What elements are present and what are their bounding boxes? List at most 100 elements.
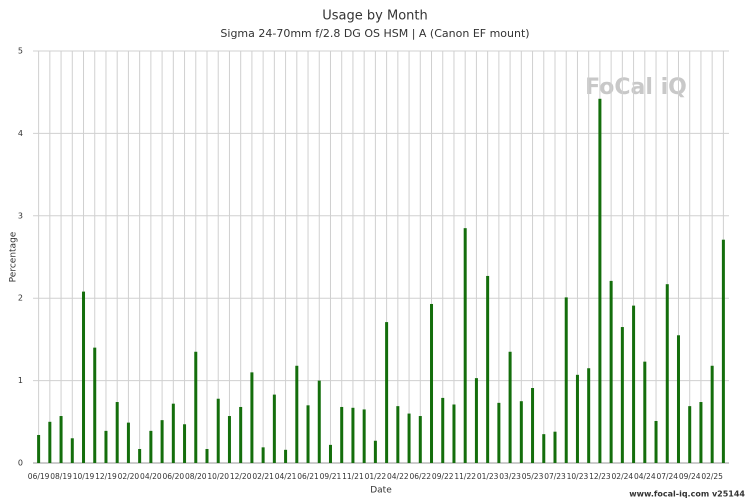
x-tick-label: 10/20 [207, 472, 229, 481]
x-axis-label: Date [370, 486, 392, 496]
bar [373, 440, 377, 463]
x-tick-label: 06/19 [28, 472, 50, 481]
bar [284, 449, 288, 463]
bar [407, 413, 411, 463]
bar [362, 409, 366, 463]
y-tick-label: 2 [18, 294, 23, 303]
bar [160, 420, 164, 463]
bar [385, 322, 389, 463]
bar [463, 228, 467, 463]
bar [227, 416, 231, 463]
x-tick-label: 04/21 [275, 472, 297, 481]
bar [115, 402, 119, 463]
bar [171, 403, 175, 463]
x-tick-label: 09/22 [432, 472, 454, 481]
bar [531, 388, 535, 463]
bar [194, 351, 198, 463]
x-tick-label: 09/21 [320, 472, 342, 481]
bar [261, 447, 265, 463]
x-tick-label: 06/22 [409, 472, 431, 481]
bar [497, 402, 501, 463]
bar [70, 438, 74, 463]
x-tick-label: 08/19 [50, 472, 72, 481]
bar [654, 420, 658, 463]
bar [632, 305, 636, 463]
chart-subtitle: Sigma 24-70mm f/2.8 DG OS HSM | A (Canon… [220, 27, 529, 40]
footer: www.focal-iq.com v25144 [629, 490, 745, 499]
x-tick-label: 12/20 [230, 472, 252, 481]
bar [37, 434, 41, 463]
bar [553, 431, 557, 463]
bar [340, 406, 344, 463]
bar [205, 448, 209, 463]
x-tick-label: 12/19 [95, 472, 117, 481]
x-tick-label: 08/20 [185, 472, 207, 481]
bar [676, 335, 680, 463]
x-tick-label: 06/20 [163, 472, 185, 481]
x-tick-label: 02/21 [252, 472, 274, 481]
bar [48, 421, 52, 463]
x-tick-label: 01/22 [365, 472, 387, 481]
bar [126, 422, 130, 463]
bar [216, 398, 220, 463]
bar [587, 368, 591, 463]
y-tick-label: 3 [18, 211, 23, 220]
bar [82, 291, 86, 463]
x-tick-label: 02/24 [612, 472, 634, 481]
watermark: FoCal iQ [585, 75, 687, 100]
x-tick-label: 07/24 [656, 472, 678, 481]
bar [643, 361, 647, 463]
bar [396, 406, 400, 463]
bar [486, 275, 490, 463]
chart-title: Usage by Month [322, 9, 427, 24]
bar [564, 297, 568, 463]
bar [183, 424, 187, 463]
bar [351, 407, 355, 463]
x-tick-label: 04/20 [140, 472, 162, 481]
y-axis-label: Percentage [9, 231, 19, 282]
bar [598, 98, 602, 464]
x-tick-label: 09/24 [679, 472, 701, 481]
bar [665, 284, 669, 463]
bar [620, 327, 624, 463]
x-tick-label: 04/22 [387, 472, 409, 481]
bar [699, 402, 703, 463]
x-tick-label: 04/24 [634, 472, 656, 481]
y-tick-label: 5 [18, 47, 23, 56]
bar [104, 430, 108, 463]
bar [508, 351, 512, 463]
x-tick-label: 07/23 [544, 472, 566, 481]
bar [430, 303, 434, 463]
bar [239, 406, 243, 463]
x-tick-label: 10/23 [567, 472, 589, 481]
bar [272, 394, 276, 463]
bar [710, 365, 714, 463]
bar [452, 404, 456, 463]
x-tick-label: 02/20 [118, 472, 140, 481]
x-tick-label: 01/23 [477, 472, 499, 481]
bar [138, 448, 142, 463]
bar [93, 347, 97, 463]
x-tick-label: 11/22 [454, 472, 476, 481]
y-tick-label: 0 [18, 459, 23, 468]
bar [59, 416, 63, 463]
bar [575, 374, 579, 463]
x-tick-label: 05/23 [522, 472, 544, 481]
bar [609, 280, 613, 463]
bar [474, 378, 478, 463]
bar [250, 372, 254, 463]
bar [149, 430, 153, 463]
bar [542, 434, 546, 463]
y-tick-label: 4 [18, 129, 23, 138]
x-tick-label: 10/19 [73, 472, 95, 481]
bar [519, 401, 523, 463]
bar [688, 406, 692, 463]
x-tick-label: 12/23 [589, 472, 611, 481]
bar [721, 239, 725, 463]
bar [317, 380, 321, 463]
x-tick-label: 06/21 [297, 472, 319, 481]
bar [441, 397, 445, 463]
x-tick-label: 03/23 [499, 472, 521, 481]
bar [328, 444, 332, 463]
bar [295, 365, 299, 463]
